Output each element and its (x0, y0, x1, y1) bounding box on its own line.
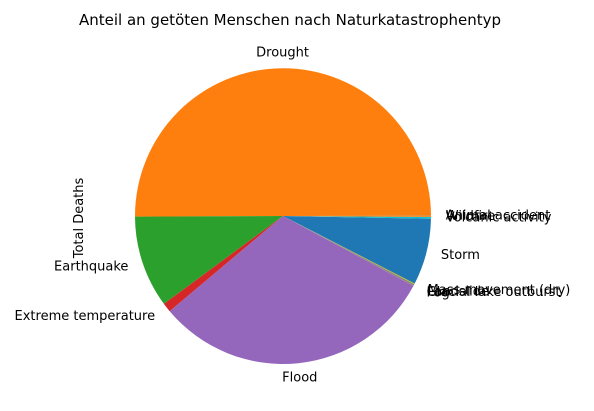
y-axis-label: Total Deaths (72, 177, 87, 259)
pie-label-mass-movement-dry: Mass movement (dry) (428, 283, 571, 298)
pie-slice-earthquake (135, 216, 283, 304)
pie-slices (134, 68, 432, 364)
pie-slice-storm (283, 216, 431, 284)
pie-label-flood: Flood (282, 370, 317, 385)
pie-slice-volcanic-activity (283, 216, 431, 219)
pie-label-animal-accident: Animal accident (446, 208, 551, 223)
pie-slice-glacial-lake-outburst (283, 216, 414, 286)
pie-label-storm: Storm (441, 248, 480, 263)
pie-label-fog: Fog (427, 285, 450, 300)
pie-label-wildfire: Wildfire (446, 209, 495, 224)
pie-label-landslide: Landslide (427, 284, 489, 299)
pie-slice-extreme-temperature (163, 216, 283, 312)
pie-label-extreme-temperature: Extreme temperature (15, 309, 156, 324)
pie-slice-drought (134, 68, 431, 217)
pie-slice-flood (169, 216, 414, 364)
chart-title: Anteil an getöten Menschen nach Naturkat… (79, 11, 501, 29)
pie-label-drought: Drought (256, 46, 309, 61)
pie-label-glacial-lake-outburst: Glacial lake outburst (427, 285, 561, 300)
pie-label-volcanic-activity: Volcanic activity (446, 211, 552, 226)
pie-label-earthquake: Earthquake (54, 260, 128, 275)
pie-slice-mass-movement-dry (283, 216, 415, 285)
pie-labels: Animal accident Drought Earthquake Extreme … (15, 46, 571, 386)
pie-slice-landslide (283, 216, 415, 286)
pie-slice-fog (283, 216, 414, 286)
pie-slice-wildfire (283, 216, 432, 217)
